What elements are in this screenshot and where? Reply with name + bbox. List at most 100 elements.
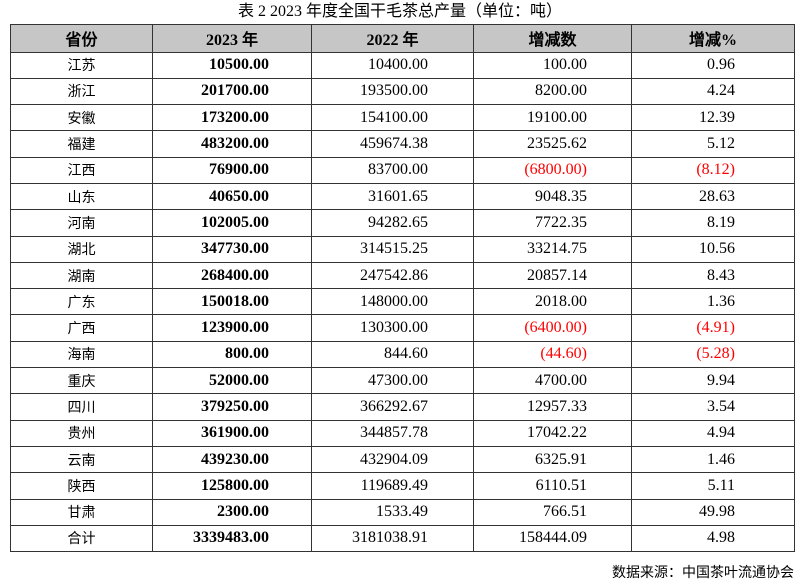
province-cell: 福建 [10,130,153,158]
value-2022-cell: 119689.49 [311,472,474,500]
table-row: 广东 150018.00 148000.00 2018.00 1.36 [10,288,795,316]
change-cell: 158444.09 [473,524,632,553]
value-2022-cell: 366292.67 [311,393,474,421]
province-cell: 江西 [10,156,153,184]
change-pct-cell: 10.56 [631,235,795,263]
change-pct-cell: 5.12 [631,130,795,158]
value-2023-cell: 361900.00 [152,419,312,447]
change-pct-cell: 1.36 [631,288,795,316]
province-cell: 江苏 [10,51,153,79]
change-cell: 6325.91 [473,445,632,474]
change-pct-cell: 4.98 [631,524,795,553]
table-row: 福建 483200.00 459674.38 23525.62 5.12 [10,130,795,158]
change-pct-cell: (5.28) [631,340,795,369]
change-pct-cell: 3.54 [631,393,795,421]
value-2022-cell: 148000.00 [311,288,474,316]
table-row: 贵州 361900.00 344857.78 17042.22 4.94 [10,419,795,447]
value-2022-cell: 94282.65 [311,209,474,237]
change-cell: 9048.35 [473,182,632,211]
table-row: 湖南 268400.00 247542.86 20857.14 8.43 [10,261,795,290]
change-cell: 766.51 [473,498,632,526]
header-change: 增减数 [473,24,632,53]
change-cell: 19100.00 [473,104,632,132]
change-cell: (6400.00) [473,314,632,342]
change-cell: 6110.51 [473,472,632,500]
change-cell: 2018.00 [473,288,632,316]
table-row: 海南 800.00 844.60 (44.60) (5.28) [10,340,795,369]
change-cell: (44.60) [473,340,632,369]
change-pct-cell: 0.96 [631,51,795,79]
change-cell: 20857.14 [473,261,632,290]
value-2023-cell: 10500.00 [152,51,312,79]
value-2023-cell: 76900.00 [152,156,312,184]
header-2022: 2022 年 [311,24,474,53]
table-row: 广西 123900.00 130300.00 (6400.00) (4.91) [10,314,795,342]
change-cell: 4700.00 [473,367,632,395]
change-pct-cell: (8.12) [631,156,795,184]
value-2022-cell: 154100.00 [311,104,474,132]
table-row: 云南 439230.00 432904.09 6325.91 1.46 [10,445,795,474]
change-pct-cell: (4.91) [631,314,795,342]
value-2023-cell: 379250.00 [152,393,312,421]
province-cell: 四川 [10,393,153,421]
change-cell: 33214.75 [473,235,632,263]
value-2022-cell: 344857.78 [311,419,474,447]
table-row: 重庆 52000.00 47300.00 4700.00 9.94 [10,367,795,395]
value-2022-cell: 459674.38 [311,130,474,158]
table-row: 河南 102005.00 94282.65 7722.35 8.19 [10,209,795,237]
province-cell: 陕西 [10,472,153,500]
value-2022-cell: 3181038.91 [311,524,474,553]
table-row: 安徽 173200.00 154100.00 19100.00 12.39 [10,104,795,132]
value-2023-cell: 268400.00 [152,261,312,290]
change-pct-cell: 28.63 [631,182,795,211]
value-2023-cell: 439230.00 [152,445,312,474]
value-2023-cell: 150018.00 [152,288,312,316]
header-change-pct: 增减% [631,24,795,53]
value-2023-cell: 102005.00 [152,209,312,237]
table-title: 表 2 2023 年度全国干毛茶总产量（单位：吨） [237,3,562,20]
value-2023-cell: 123900.00 [152,314,312,342]
province-cell: 湖北 [10,235,153,263]
table-row: 江西 76900.00 83700.00 (6800.00) (8.12) [10,156,795,184]
province-cell: 广东 [10,288,153,316]
change-cell: 8200.00 [473,77,632,106]
table-row: 陕西 125800.00 119689.49 6110.51 5.11 [10,472,795,500]
province-cell: 海南 [10,340,153,369]
change-pct-cell: 8.19 [631,209,795,237]
table-row: 合计 3339483.00 3181038.91 158444.09 4.98 [10,524,795,553]
value-2022-cell: 10400.00 [311,51,474,79]
table-row: 四川 379250.00 366292.67 12957.33 3.54 [10,393,795,421]
change-pct-cell: 5.11 [631,472,795,500]
value-2022-cell: 1533.49 [311,498,474,526]
value-2022-cell: 844.60 [311,340,474,369]
value-2023-cell: 40650.00 [152,182,312,211]
table-row: 江苏 10500.00 10400.00 100.00 0.96 [10,51,795,79]
province-cell: 广西 [10,314,153,342]
province-cell: 重庆 [10,367,153,395]
change-pct-cell: 4.94 [631,419,795,447]
change-cell: 23525.62 [473,130,632,158]
value-2022-cell: 432904.09 [311,445,474,474]
value-2023-cell: 2300.00 [152,498,312,526]
header-province: 省份 [10,24,153,53]
change-cell: (6800.00) [473,156,632,184]
value-2023-cell: 347730.00 [152,235,312,263]
value-2023-cell: 201700.00 [152,77,312,106]
header-2023: 2023 年 [152,24,312,53]
table-row: 浙江 201700.00 193500.00 8200.00 4.24 [10,77,795,106]
value-2022-cell: 130300.00 [311,314,474,342]
value-2022-cell: 247542.86 [311,261,474,290]
province-cell: 山东 [10,182,153,211]
value-2022-cell: 31601.65 [311,182,474,211]
province-cell: 甘肃 [10,498,153,526]
change-cell: 7722.35 [473,209,632,237]
value-2023-cell: 3339483.00 [152,524,312,553]
value-2023-cell: 52000.00 [152,367,312,395]
change-cell: 100.00 [473,51,632,79]
change-pct-cell: 4.24 [631,77,795,106]
change-pct-cell: 8.43 [631,261,795,290]
province-cell: 河南 [10,209,153,237]
header-row: 省份 2023 年 2022 年 增减数 增减% [10,24,795,53]
value-2023-cell: 800.00 [152,340,312,369]
province-cell: 贵州 [10,419,153,447]
